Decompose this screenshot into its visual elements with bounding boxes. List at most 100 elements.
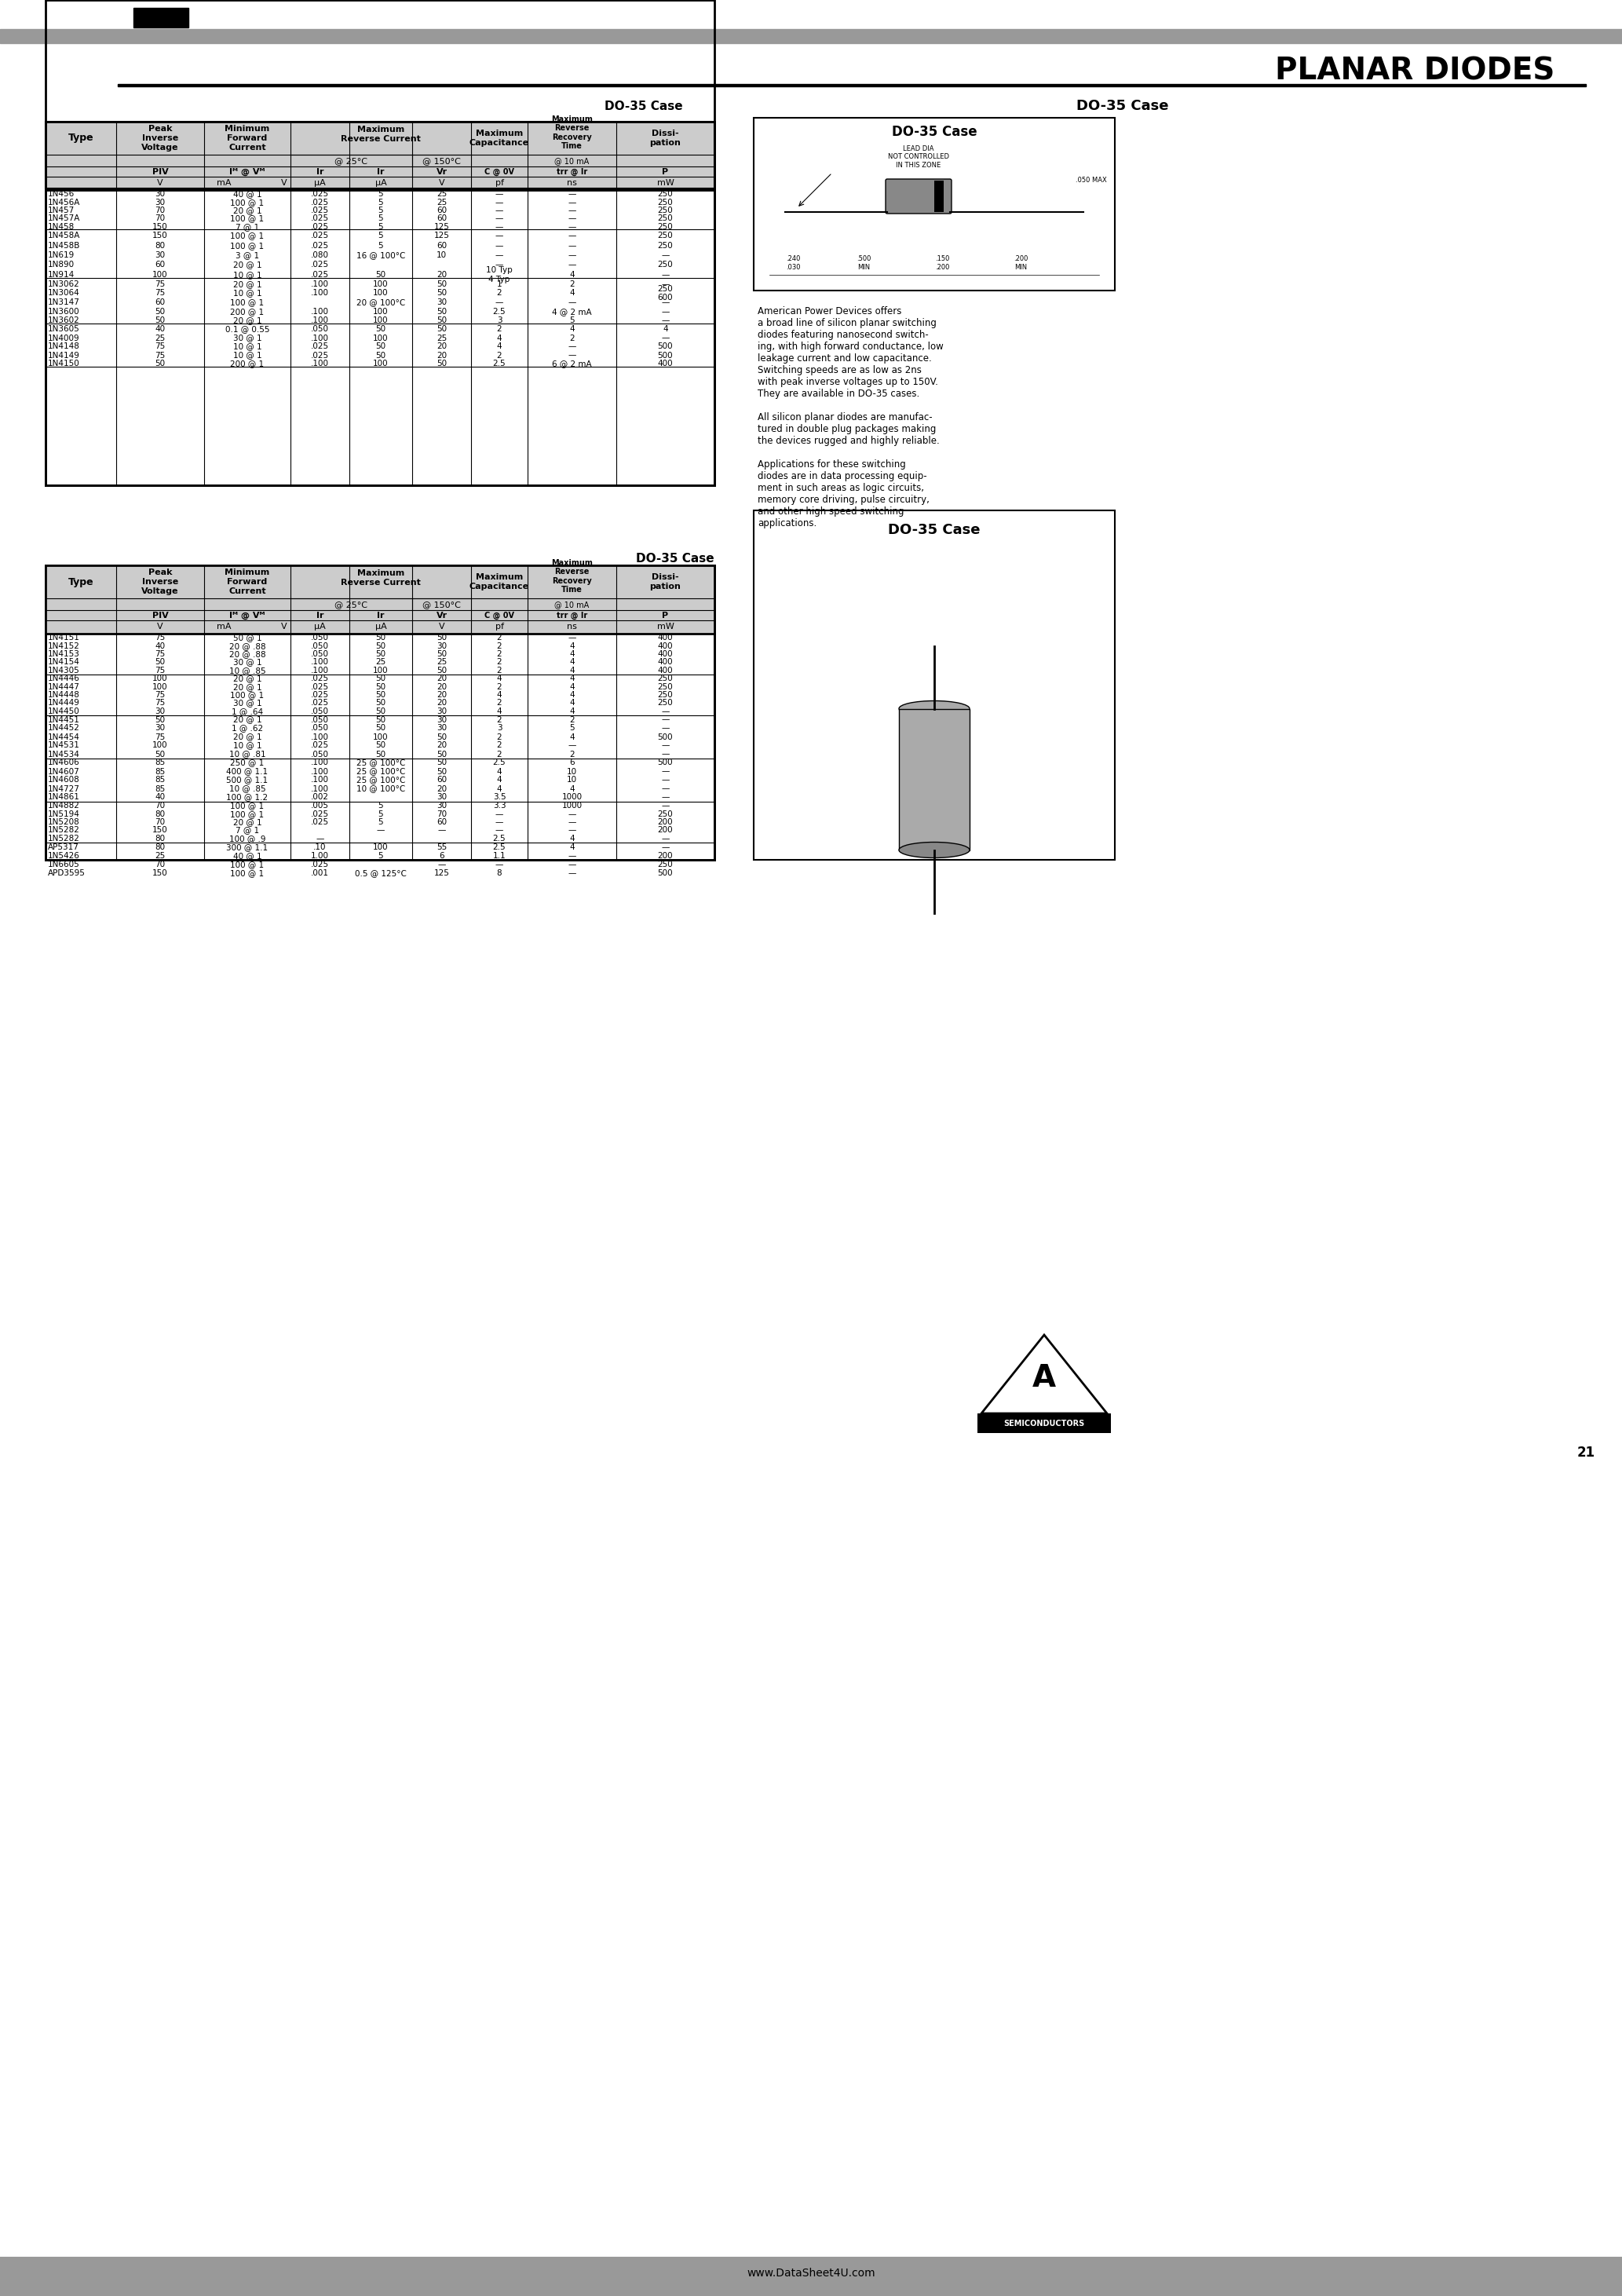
Text: 10 @ 1: 10 @ 1 — [234, 271, 261, 278]
Text: A: A — [1032, 1364, 1056, 1394]
Text: 5: 5 — [378, 852, 383, 859]
Text: 75: 75 — [156, 700, 165, 707]
Text: .200
MIN: .200 MIN — [1014, 255, 1028, 271]
Bar — [899, 709, 970, 850]
Text: 4: 4 — [496, 785, 501, 792]
Text: 4: 4 — [496, 335, 501, 342]
Text: μA: μA — [315, 179, 326, 186]
Text: LEAD DIA
NOT CONTROLLED
IN THIS ZONE: LEAD DIA NOT CONTROLLED IN THIS ZONE — [887, 145, 949, 168]
Text: 200 @ 1: 200 @ 1 — [230, 360, 264, 367]
Text: —: — — [568, 207, 576, 214]
Text: —: — — [662, 785, 670, 792]
Text: —: — — [662, 843, 670, 852]
Text: 75: 75 — [156, 732, 165, 742]
Text: .050: .050 — [311, 326, 329, 333]
Text: V: V — [157, 179, 164, 186]
Text: 1N4534: 1N4534 — [49, 751, 79, 758]
Text: 25: 25 — [436, 197, 446, 207]
Text: ns: ns — [566, 179, 577, 186]
Text: 30: 30 — [436, 643, 446, 650]
Text: Peak
Inverse
Voltage: Peak Inverse Voltage — [141, 126, 178, 152]
Text: —: — — [495, 232, 503, 239]
Text: .025: .025 — [311, 241, 329, 250]
Text: 100 @ 1: 100 @ 1 — [230, 691, 264, 698]
Text: Maximum
Capacitance: Maximum Capacitance — [469, 129, 529, 147]
Text: 1N5282: 1N5282 — [49, 827, 79, 833]
Text: 85: 85 — [156, 776, 165, 783]
Text: 4: 4 — [569, 675, 574, 682]
Text: 100: 100 — [152, 271, 167, 278]
Text: 1N3064: 1N3064 — [49, 289, 79, 296]
Text: 4: 4 — [569, 666, 574, 675]
Text: 1000: 1000 — [561, 801, 582, 810]
Text: .050: .050 — [311, 634, 329, 641]
Text: 1N4151: 1N4151 — [49, 634, 79, 641]
Text: 20 @ 1: 20 @ 1 — [234, 262, 261, 269]
Text: —: — — [568, 870, 576, 877]
Text: 100 @ 1: 100 @ 1 — [230, 801, 264, 810]
Bar — [754, 117, 1114, 292]
Text: 50: 50 — [436, 308, 446, 315]
Text: 20 @ 1: 20 @ 1 — [234, 817, 261, 827]
Text: 75: 75 — [156, 666, 165, 675]
Text: 50: 50 — [436, 289, 446, 296]
Text: —: — — [568, 742, 576, 748]
Text: .050: .050 — [311, 716, 329, 723]
Bar — [45, 122, 714, 191]
Text: 250: 250 — [657, 207, 673, 214]
Text: 2: 2 — [496, 666, 501, 675]
Text: 2.5: 2.5 — [493, 843, 506, 852]
Text: μA: μA — [315, 622, 326, 631]
Text: 50: 50 — [436, 360, 446, 367]
Text: μA: μA — [375, 622, 386, 631]
Text: 5: 5 — [378, 241, 383, 250]
Text: 70: 70 — [156, 216, 165, 223]
Text: 4: 4 — [496, 342, 501, 351]
Text: 30: 30 — [436, 707, 446, 714]
Text: 250 @ 1: 250 @ 1 — [230, 760, 264, 767]
Text: .100: .100 — [311, 280, 329, 287]
Text: 250: 250 — [657, 216, 673, 223]
Text: 100: 100 — [373, 732, 389, 742]
Text: —: — — [662, 742, 670, 748]
Text: 1N458B: 1N458B — [49, 241, 81, 250]
Text: —: — — [568, 634, 576, 641]
Text: @ 10 mA: @ 10 mA — [555, 602, 589, 608]
Text: 1N4150: 1N4150 — [49, 360, 79, 367]
Text: —: — — [438, 861, 446, 868]
Text: 250: 250 — [657, 262, 673, 269]
Text: 70: 70 — [156, 207, 165, 214]
Text: 10 @ 1: 10 @ 1 — [234, 289, 261, 296]
Text: 100 @ 1: 100 @ 1 — [230, 216, 264, 223]
Text: 4: 4 — [569, 691, 574, 698]
Text: .025: .025 — [311, 207, 329, 214]
Text: 2.5: 2.5 — [493, 833, 506, 843]
Ellipse shape — [899, 843, 970, 859]
Text: 1.1: 1.1 — [493, 852, 506, 859]
Text: 100 @ .9: 100 @ .9 — [229, 833, 266, 843]
Text: .025: .025 — [311, 742, 329, 748]
Text: 50: 50 — [376, 682, 386, 691]
Text: 4: 4 — [569, 785, 574, 792]
Text: .100: .100 — [311, 785, 329, 792]
Text: 10 @ 1: 10 @ 1 — [234, 351, 261, 358]
Text: 20 @ 1: 20 @ 1 — [234, 682, 261, 691]
Text: 0.5 @ 125°C: 0.5 @ 125°C — [355, 870, 407, 877]
Text: 1N4448: 1N4448 — [49, 691, 79, 698]
Text: 4: 4 — [569, 682, 574, 691]
Text: .025: .025 — [311, 223, 329, 230]
Text: Maximum
Reverse
Recovery
Time: Maximum Reverse Recovery Time — [551, 558, 592, 595]
Text: 60: 60 — [436, 776, 446, 783]
Text: Maximum
Reverse
Recovery
Time: Maximum Reverse Recovery Time — [551, 115, 592, 149]
Text: 30: 30 — [436, 716, 446, 723]
Text: 1N4727: 1N4727 — [49, 785, 79, 792]
Text: 10 @ .81: 10 @ .81 — [229, 751, 266, 758]
Text: 100 @ 1: 100 @ 1 — [230, 197, 264, 207]
Text: 50 @ 1: 50 @ 1 — [234, 634, 261, 641]
Text: 20: 20 — [436, 785, 446, 792]
Text: 5: 5 — [378, 810, 383, 817]
Text: 50: 50 — [436, 767, 446, 776]
Text: Iᴹ @ Vᴹ: Iᴹ @ Vᴹ — [229, 611, 264, 620]
Text: .050: .050 — [311, 751, 329, 758]
Text: —: — — [495, 810, 503, 817]
